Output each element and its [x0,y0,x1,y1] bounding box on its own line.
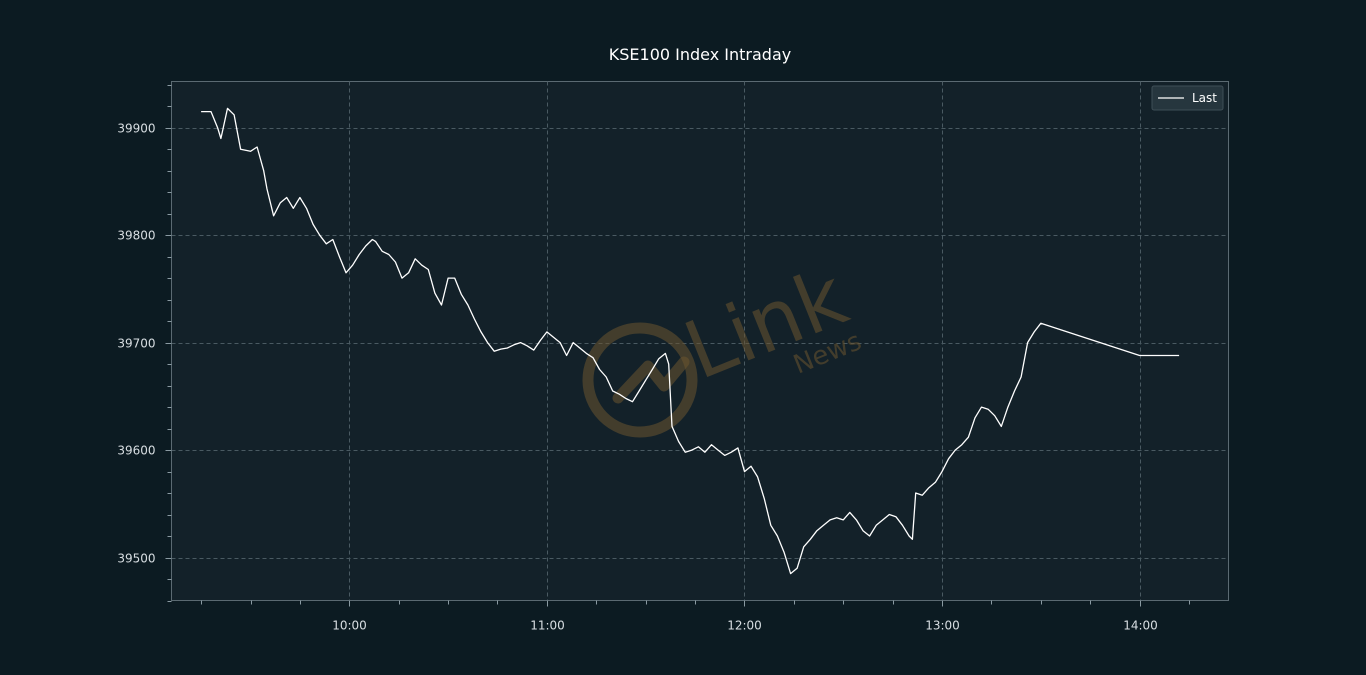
plot-area [171,81,1229,601]
axis-labels: 10:00 11:00 12:00 13:00 14:00 39500 39600 39700… [117,122,1157,633]
legend-label-last: Last [1192,91,1217,105]
y-tick-label: 39500 [117,552,155,566]
axis-ticks [165,85,1190,607]
x-tick-label: 14:00 [1123,619,1158,633]
legend: Last [1151,85,1224,111]
x-tick-label: 13:00 [925,619,960,633]
x-tick-label: 11:00 [530,619,565,633]
x-tick-label: 12:00 [727,619,762,633]
y-tick-label: 39700 [117,337,155,351]
chart-title: KSE100 Index Intraday [609,45,791,64]
y-tick-label: 39900 [117,122,155,136]
x-tick-label: 10:00 [332,619,367,633]
series-line-last [201,107,1180,575]
grid [171,81,1229,601]
y-tick-label: 39800 [117,229,155,243]
legend-box [1151,85,1224,111]
y-tick-label: 39600 [117,444,155,458]
series-layer [201,107,1180,575]
